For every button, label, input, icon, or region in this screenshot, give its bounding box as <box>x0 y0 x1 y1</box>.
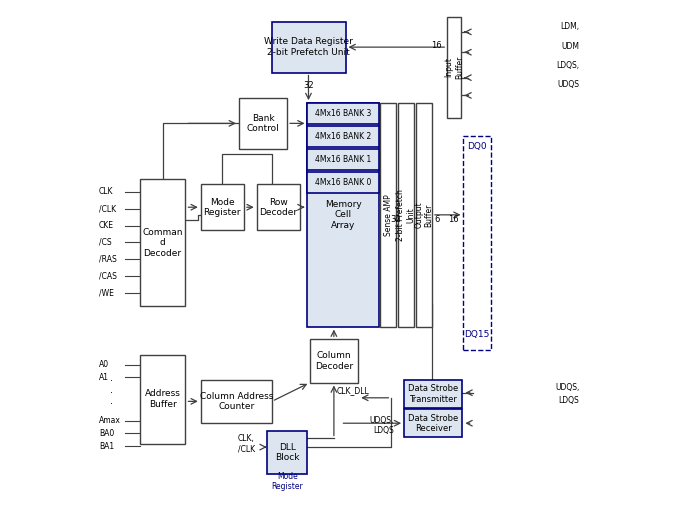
Text: Data Strobe
Receiver: Data Strobe Receiver <box>408 414 458 433</box>
Text: Input
Buffer: Input Buffer <box>445 56 464 79</box>
Text: UDQS: UDQS <box>557 80 580 89</box>
Text: ·
·
·: · · · <box>110 376 113 409</box>
Text: BA1: BA1 <box>99 442 114 451</box>
Text: Data Strobe
Transmitter: Data Strobe Transmitter <box>408 384 458 404</box>
Bar <box>272 22 345 73</box>
Text: /WE: /WE <box>99 288 114 297</box>
Text: LDQS: LDQS <box>373 426 394 435</box>
Text: DLL
Block: DLL Block <box>275 443 300 462</box>
Text: 6: 6 <box>434 216 440 224</box>
Bar <box>201 184 244 230</box>
Text: 2-bit Prefetch
Unit: 2-bit Prefetch Unit <box>396 189 416 241</box>
Bar <box>398 103 414 327</box>
Text: Sense AMP: Sense AMP <box>384 194 393 236</box>
Bar <box>447 17 462 118</box>
Bar <box>140 179 185 306</box>
Bar <box>257 184 300 230</box>
Text: UDQS,: UDQS, <box>370 416 394 425</box>
Text: DQ15: DQ15 <box>464 330 490 339</box>
Text: Amax: Amax <box>99 416 121 425</box>
Text: 4Mx16 BANK 2: 4Mx16 BANK 2 <box>315 132 371 141</box>
Text: Address
Buffer: Address Buffer <box>144 389 180 409</box>
Text: Column Address
Counter: Column Address Counter <box>200 392 273 411</box>
Bar <box>380 103 396 327</box>
Bar <box>201 380 272 423</box>
Text: Output
Buffer: Output Buffer <box>414 201 434 228</box>
Text: /CS: /CS <box>99 238 112 247</box>
Text: BA0: BA0 <box>99 429 114 438</box>
Text: CLK,
/CLK: CLK, /CLK <box>238 434 255 453</box>
Bar <box>307 126 379 147</box>
Bar <box>307 103 379 124</box>
Text: 16: 16 <box>431 41 441 50</box>
Text: 4Mx16 BANK 3: 4Mx16 BANK 3 <box>315 109 371 118</box>
Text: Bank
Control: Bank Control <box>247 113 279 133</box>
Bar <box>307 172 379 193</box>
Bar <box>140 355 185 444</box>
Bar <box>239 98 287 149</box>
Text: Mode
Register: Mode Register <box>271 472 303 492</box>
Text: 4Mx16 BANK 0: 4Mx16 BANK 0 <box>315 178 371 187</box>
Text: /RAS: /RAS <box>99 254 117 264</box>
Text: Write Data Register
2-bit Prefetch Unit: Write Data Register 2-bit Prefetch Unit <box>264 37 353 57</box>
Bar <box>267 431 307 474</box>
Bar <box>404 409 462 437</box>
Bar <box>404 380 462 408</box>
Bar <box>307 149 379 170</box>
Bar <box>310 339 358 383</box>
Text: 32: 32 <box>303 81 314 90</box>
Text: LDQS: LDQS <box>558 396 580 405</box>
Bar <box>415 103 432 327</box>
Text: Comman
d
Decoder: Comman d Decoder <box>142 228 183 258</box>
Text: 32: 32 <box>390 216 401 224</box>
Text: UDQS,: UDQS, <box>555 383 580 392</box>
Text: CLK: CLK <box>99 188 114 196</box>
Text: Column
Decoder: Column Decoder <box>315 351 353 370</box>
Text: LDM,: LDM, <box>560 22 580 31</box>
Text: DQ0: DQ0 <box>467 142 487 151</box>
Text: /CAS: /CAS <box>99 271 117 281</box>
Text: LDQS,: LDQS, <box>556 61 580 70</box>
Text: Mode
Register: Mode Register <box>204 198 241 217</box>
Text: A1: A1 <box>99 373 109 382</box>
Text: 4Mx16 BANK 1: 4Mx16 BANK 1 <box>315 155 371 164</box>
Text: UDM: UDM <box>561 41 580 51</box>
Text: Row
Decoder: Row Decoder <box>259 198 298 217</box>
Text: CLK_DLL: CLK_DLL <box>337 386 370 394</box>
Text: /CLK: /CLK <box>99 204 116 213</box>
Text: A0: A0 <box>99 360 109 369</box>
Bar <box>464 136 492 350</box>
Text: CKE: CKE <box>99 221 114 230</box>
Text: 16: 16 <box>448 216 459 224</box>
Text: Memory
Cell
Array: Memory Cell Array <box>325 200 362 230</box>
Bar <box>307 103 379 327</box>
